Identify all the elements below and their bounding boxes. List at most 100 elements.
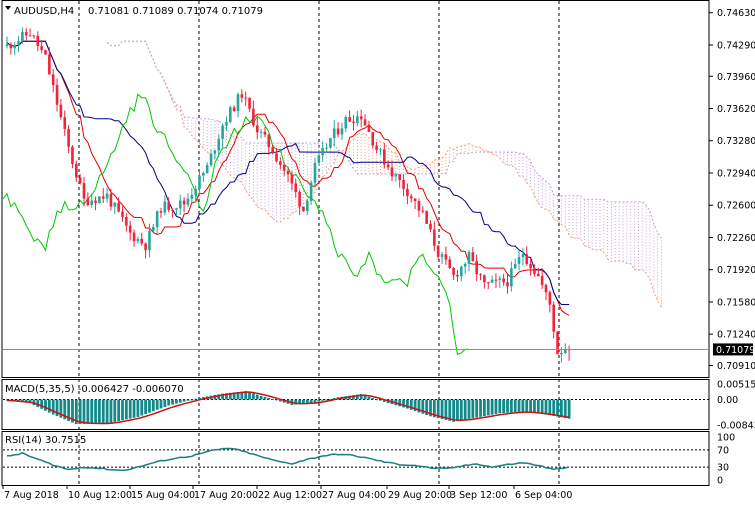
candle-body (529, 263, 532, 269)
candle-body (413, 198, 417, 202)
macd-histogram-bar (325, 399, 328, 401)
macd-histogram-bar (105, 399, 109, 424)
macd-histogram-bar (544, 399, 548, 415)
macd-histogram-bar (432, 399, 436, 418)
price-axis: 0.74630 0.74290 0.73960 0.73620 0.73280 0.729… (709, 8, 755, 372)
macd-histogram-bar (244, 391, 248, 400)
macd-histogram-bar (55, 399, 59, 417)
candle-body (5, 44, 9, 46)
candle-body (186, 198, 190, 205)
macd-histogram-bar (94, 399, 97, 424)
candle-body (17, 41, 20, 45)
candle-body (163, 201, 167, 213)
macd-histogram-bar (186, 399, 190, 401)
candle-body (159, 211, 163, 213)
candle-body (317, 155, 321, 163)
candle-body (448, 259, 452, 269)
candle-body (13, 44, 16, 49)
candle-body (544, 284, 548, 293)
macd-histogram-bar (175, 399, 178, 404)
candle-body (259, 131, 263, 133)
time-tick-label: 29 Aug 20:00 (388, 490, 452, 501)
candle-body (24, 31, 28, 36)
price-tick-label: 0.71580 (717, 297, 755, 308)
candle-body (467, 252, 471, 265)
macd-histogram-bar (479, 399, 482, 417)
symbol-label: AUDUSD,H4 (14, 6, 74, 17)
macd-histogram-bar (332, 398, 336, 400)
candle-body (252, 108, 255, 126)
macd-histogram-bar (483, 399, 486, 417)
candle-body (279, 161, 282, 166)
macd-histogram-bar (521, 399, 525, 412)
macd-histogram-bar (398, 399, 402, 407)
macd-histogram-bar (367, 396, 371, 400)
candle-body (271, 147, 274, 154)
macd-histogram-bar (313, 399, 317, 403)
macd-histogram-bar (221, 393, 224, 400)
current-price-tag (713, 343, 753, 356)
candle-body (105, 193, 109, 199)
candle-body (140, 238, 144, 244)
candle-body (202, 172, 205, 176)
macd-histogram-bar (506, 399, 509, 413)
macd-histogram-bar (498, 399, 502, 414)
candle-body (121, 211, 124, 218)
candle-body (255, 125, 259, 133)
candle-body (51, 74, 55, 86)
macd-histogram-bar (298, 399, 301, 405)
collapse-triangle-icon[interactable] (5, 6, 11, 10)
macd-histogram-bar (302, 399, 305, 404)
candle-body (167, 201, 170, 210)
macd-histogram-bar (113, 399, 117, 422)
macd-histogram-bar (536, 399, 540, 414)
candle-body (63, 117, 67, 129)
candle-body (67, 128, 70, 147)
candle-body (417, 201, 421, 211)
candle-body (28, 35, 32, 37)
candle-body (425, 210, 428, 224)
macd-histogram-bar (148, 399, 151, 413)
macd-histogram-bar (305, 399, 309, 404)
macd-signal-line (6, 391, 570, 425)
candle-body (475, 261, 478, 275)
price-tick-label: 0.72260 (717, 233, 755, 244)
macd-histogram-bar (259, 395, 263, 400)
macd-histogram-bar (136, 399, 140, 417)
candle-body (540, 276, 544, 285)
macd-histogram-bar (363, 395, 367, 400)
time-tick-label: 17 Aug 20:00 (194, 490, 258, 501)
macd-histogram-bar (267, 398, 271, 400)
candle-body (359, 116, 363, 120)
vertical-gridlines (78, 1, 560, 485)
candle-body (178, 200, 182, 209)
macd-histogram-bar (121, 399, 124, 421)
price-tick-label: 0.73960 (717, 72, 755, 83)
candle-body (225, 122, 228, 126)
macd-histogram-bar (352, 395, 355, 400)
candle-body (286, 170, 290, 175)
candle-body (363, 119, 367, 126)
candle-body (194, 188, 197, 196)
candle-body (117, 202, 120, 212)
candle-body (90, 200, 93, 205)
macd-histogram-bar (24, 399, 28, 403)
macd-label: MACD(5,35,5) -0.006427 -0.006070 (5, 384, 184, 395)
macd-histogram-bar (98, 399, 101, 424)
candle-body (71, 146, 74, 164)
candle-body (101, 196, 105, 199)
macd-histogram-bar (548, 399, 552, 416)
macd-histogram-bar (402, 399, 405, 408)
macd-histogram-bar (321, 399, 325, 401)
candle-body (86, 198, 90, 205)
macd-histogram-bar (59, 399, 63, 418)
candle-body (490, 279, 494, 283)
macd-histogram-bar (263, 396, 267, 400)
candle-body (510, 268, 513, 287)
macd-histogram-bar (51, 399, 55, 415)
price-tick-label: 0.71920 (717, 265, 755, 276)
rsi-pane-frame (1, 431, 710, 486)
candle-body (537, 273, 540, 277)
candle-body (452, 268, 455, 276)
